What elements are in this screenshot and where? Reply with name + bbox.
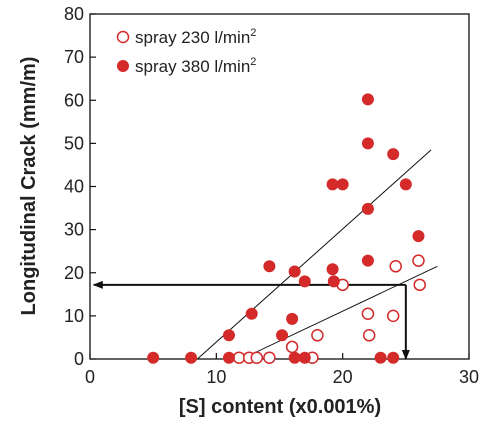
legend: spray 230 l/min2 spray 380 l/min2	[116, 27, 256, 76]
data-point-open-circle	[386, 309, 400, 323]
data-point-filled-circle	[361, 202, 374, 215]
data-point-open-circle	[412, 254, 425, 267]
y-tick-label: 30	[64, 220, 84, 240]
y-tick-label: 80	[64, 4, 84, 24]
data-point-filled-circle	[326, 178, 339, 191]
data-point-filled-circle	[327, 275, 340, 288]
data-point-filled-circle	[288, 265, 301, 278]
x-tick-label: 10	[206, 367, 226, 387]
data-point-filled-circle	[276, 329, 289, 342]
trend-line	[241, 265, 438, 360]
data-point-filled-circle	[185, 351, 198, 364]
y-axis-title: Longitudinal Crack (mm/m)	[18, 57, 40, 316]
data-point-open-circle	[263, 351, 276, 364]
y-tick-label: 20	[64, 263, 84, 283]
legend-marker-open-circle	[116, 30, 130, 44]
data-point-filled-circle	[286, 312, 299, 325]
trend-lines	[197, 149, 438, 360]
data-point-filled-circle	[326, 263, 339, 276]
y-tick-label: 70	[64, 47, 84, 67]
data-point-open-circle	[311, 329, 324, 342]
data-point-open-circle	[362, 329, 376, 342]
data-point-open-circle	[285, 340, 299, 354]
data-point-filled-circle	[222, 351, 235, 364]
data-point-filled-circle	[288, 351, 301, 364]
data-point-filled-circle	[298, 275, 311, 288]
data-point-open-circle	[232, 351, 246, 364]
annotation-arrows	[92, 280, 410, 360]
legend-label-380-superscript: 2	[250, 56, 256, 68]
data-points	[147, 93, 426, 364]
data-point-filled-circle	[361, 137, 374, 150]
data-point-filled-circle	[336, 178, 349, 191]
data-point-filled-circle	[412, 230, 425, 243]
data-point-filled-circle	[399, 178, 412, 191]
data-point-filled-circle	[387, 148, 400, 161]
data-point-open-circle	[389, 260, 402, 273]
trend-line	[197, 149, 432, 360]
legend-label-380: spray 380 l/min2	[135, 56, 256, 76]
data-point-open-circle	[250, 351, 264, 364]
data-point-filled-circle	[361, 254, 374, 267]
legend-label-230-superscript: 2	[250, 27, 256, 39]
data-point-filled-circle	[222, 329, 235, 342]
y-tick-label: 50	[64, 133, 84, 153]
data-point-filled-circle	[361, 93, 374, 106]
axis-ticks: 0 10 20 30 0 10 20 30 40 50 60 70 80	[64, 4, 479, 387]
data-point-filled-circle	[298, 351, 311, 364]
data-point-filled-circle	[245, 307, 258, 320]
data-point-filled-circle	[374, 351, 387, 364]
data-point-filled-circle	[147, 351, 160, 364]
x-tick-label: 30	[459, 367, 479, 387]
data-point-filled-circle	[387, 351, 400, 364]
y-tick-label: 10	[64, 306, 84, 326]
x-axis-title: [S] content (x0.001%)	[179, 396, 381, 418]
data-point-open-circle	[361, 307, 375, 320]
x-tick-label: 20	[333, 367, 353, 387]
legend-label-230: spray 230 l/min2	[135, 27, 256, 47]
data-point-open-circle	[413, 278, 426, 292]
y-tick-label: 40	[64, 177, 84, 197]
y-tick-label: 0	[74, 349, 84, 369]
legend-marker-filled-circle	[117, 60, 129, 72]
y-tick-label: 60	[64, 90, 84, 110]
data-point-filled-circle	[263, 260, 276, 273]
x-tick-label: 0	[85, 367, 95, 387]
